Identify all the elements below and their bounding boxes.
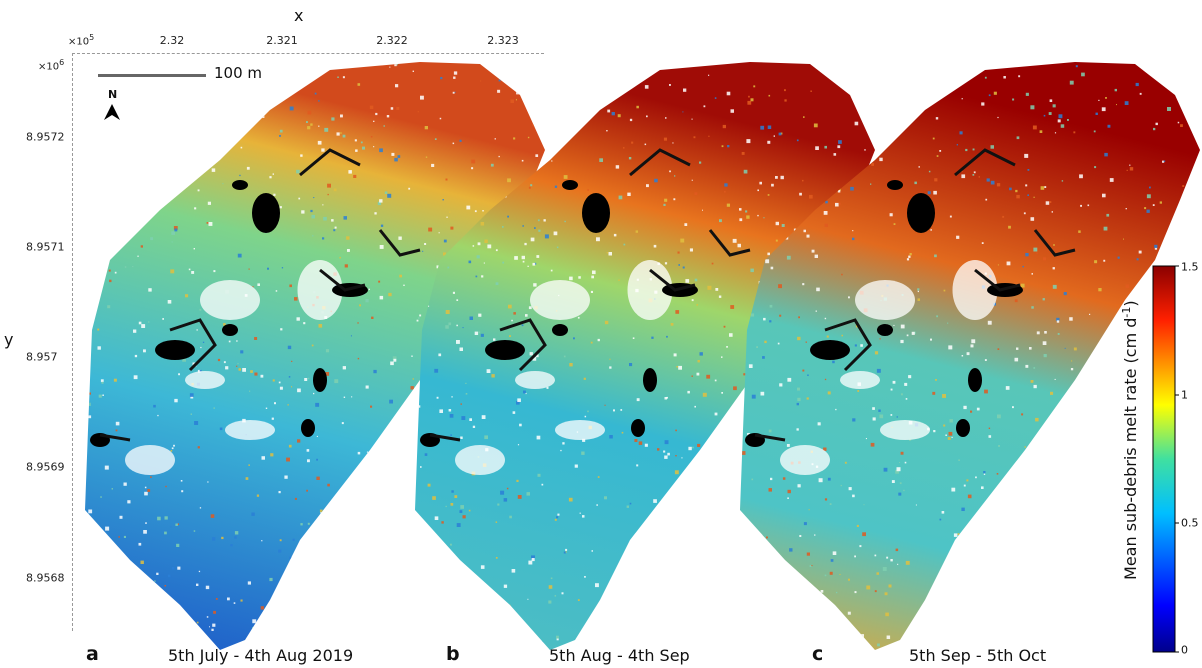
pond-marker: [582, 193, 610, 233]
x-axis-title: x: [294, 6, 304, 25]
x-tick-label: 2.321: [266, 34, 298, 47]
panel-letter-a: a: [86, 643, 99, 665]
colorbar: [1152, 265, 1176, 653]
pond-marker: [810, 340, 850, 360]
colorbar-tick: 1.5: [1181, 260, 1199, 274]
north-label: N: [108, 88, 118, 101]
x-axis-exponent: ×105: [68, 33, 95, 48]
y-axis-title: y: [4, 330, 14, 349]
y-tick-label: 8.9569: [26, 460, 65, 474]
colorbar-tick: 1: [1181, 388, 1188, 402]
melt-rate-surface: [415, 62, 875, 650]
pond-marker: [968, 368, 982, 392]
x-tick-label: 2.322: [376, 34, 408, 47]
panel-date-a: 5th July - 4th Aug 2019: [168, 646, 354, 665]
pond-marker: [877, 324, 893, 336]
colorbar-tick: 0.5: [1181, 516, 1199, 530]
y-tick-label: 8.957: [26, 350, 58, 364]
pond-marker: [252, 193, 280, 233]
y-tick-label: 8.9568: [26, 571, 65, 585]
pond-marker: [631, 419, 645, 437]
pond-marker: [907, 193, 935, 233]
panel-letter-c: c: [812, 643, 824, 665]
pond-marker: [956, 419, 970, 437]
melt-rate-surface: [85, 62, 545, 650]
panel-date-c: 5th Sep - 5th Oct: [909, 646, 1047, 665]
x-tick-label: 2.323: [487, 34, 519, 47]
colorbar-tick: 0: [1181, 643, 1188, 657]
pond-marker: [643, 368, 657, 392]
y-axis-exponent: ×106: [38, 58, 65, 73]
pond-marker: [887, 180, 903, 190]
x-tick-label: 2.32: [159, 34, 185, 47]
colorbar-label: Mean sub-debris melt rate (cm d-1): [1119, 300, 1141, 580]
pond-marker: [313, 368, 327, 392]
pond-marker: [232, 180, 248, 190]
y-tick-label: 8.9572: [26, 130, 65, 144]
pond-marker: [155, 340, 195, 360]
melt-rate-surface: [740, 62, 1200, 650]
axis-frame-left: [72, 53, 73, 631]
axis-frame-top: [72, 53, 544, 54]
pond-marker: [562, 180, 578, 190]
pond-marker: [485, 340, 525, 360]
panel-date-b: 5th Aug - 4th Sep: [549, 646, 690, 665]
scale-bar-label: 100 m: [214, 64, 263, 82]
pond-marker: [222, 324, 238, 336]
pond-marker: [552, 324, 568, 336]
scale-bar: [98, 74, 206, 77]
panel-letter-b: b: [446, 643, 460, 665]
y-tick-label: 8.9571: [26, 240, 65, 254]
pond-marker: [301, 419, 315, 437]
